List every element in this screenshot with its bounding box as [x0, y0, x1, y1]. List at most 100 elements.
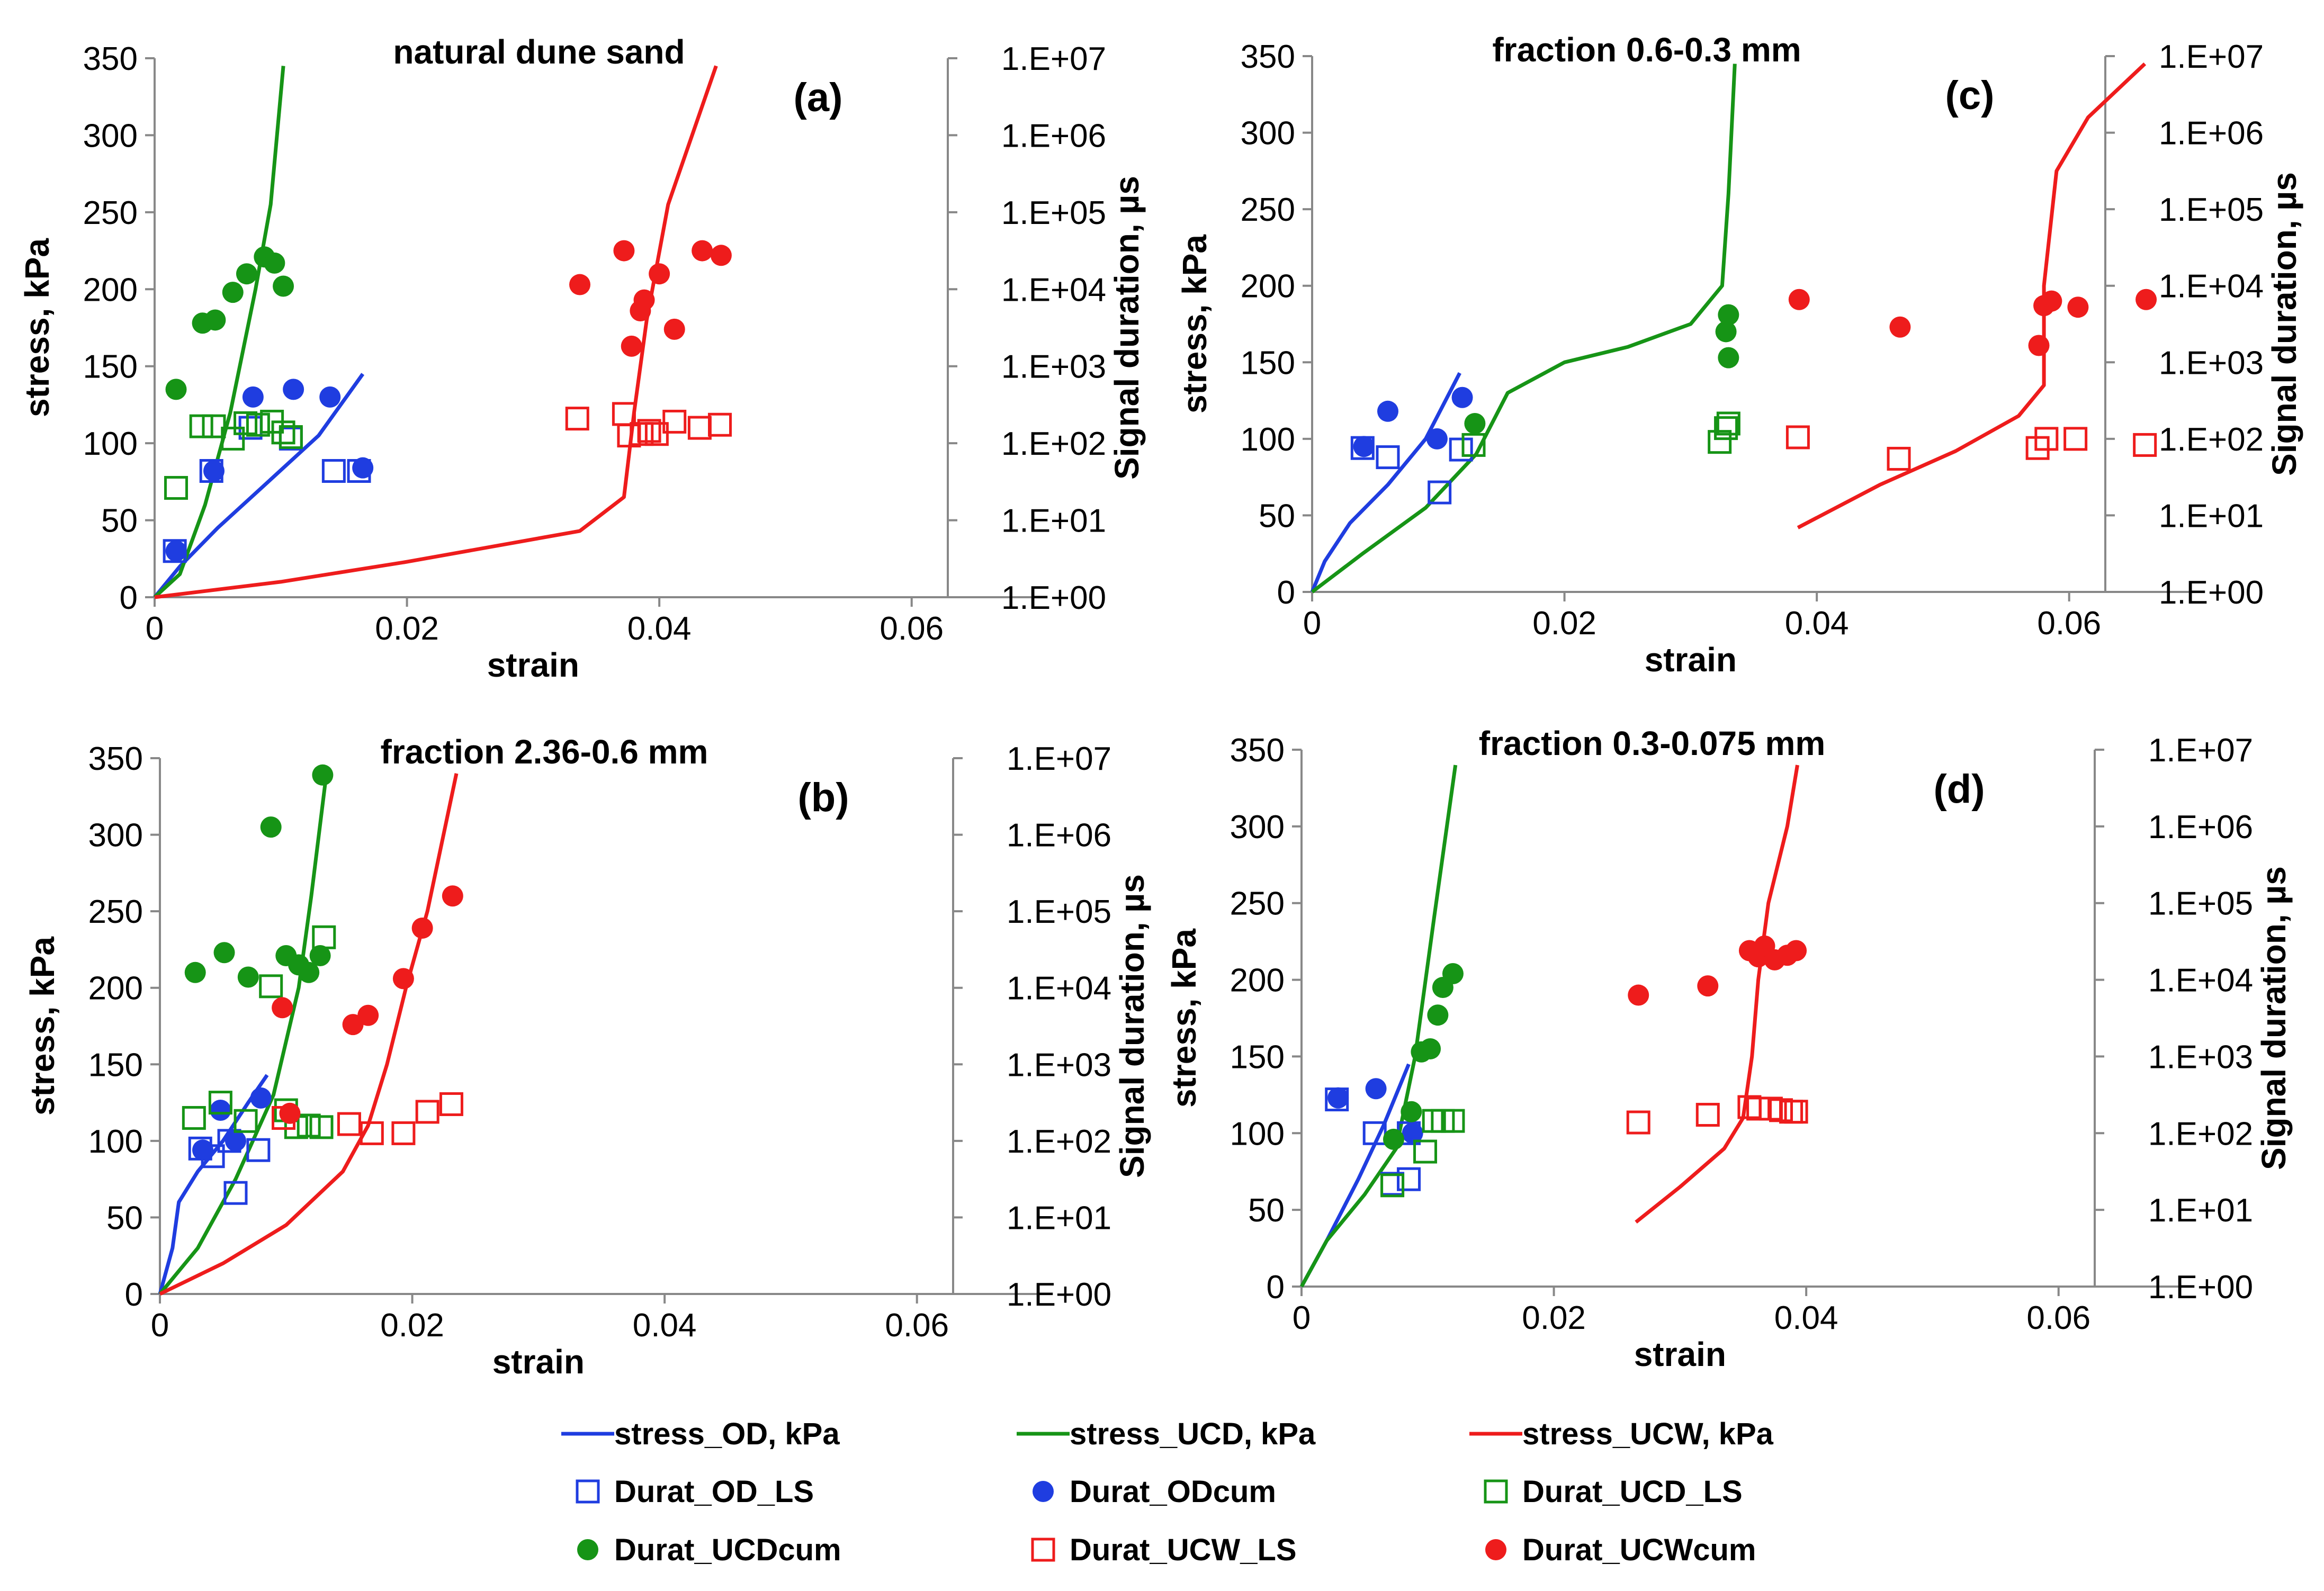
data-point-square — [1784, 1100, 1808, 1124]
y-axis-label: stress, kPa — [1165, 929, 1203, 1108]
y2-tick-label: 1.E+06 — [2159, 115, 2264, 152]
data-point-square — [337, 1112, 361, 1136]
x-tick-label: 0 — [1303, 605, 1321, 642]
y-tick-label: 350 — [83, 41, 138, 77]
data-point-dot — [2028, 335, 2050, 356]
data-point-square — [565, 407, 589, 431]
legend-swatch — [1485, 1539, 1506, 1560]
legend-item-ucwcum: Durat_UCWcum — [1485, 1533, 1756, 1567]
series-stress-ucd-kpa — [1311, 64, 1737, 594]
y-tick-label: 0 — [1277, 574, 1295, 611]
y2-tick-label: 1.E+00 — [1007, 1277, 1111, 1313]
data-point-dot — [1697, 975, 1719, 997]
data-point-dot — [264, 252, 285, 274]
y2-tick-label: 1.E+01 — [2159, 498, 2264, 534]
y2-tick-label: 1.E+07 — [1001, 41, 1106, 77]
series-line — [1310, 372, 1461, 593]
legend-label: stress_UCW, kPa — [1522, 1417, 1774, 1451]
y2-tick-label: 1.E+06 — [1007, 817, 1111, 854]
data-point-dot — [1383, 1128, 1404, 1150]
y2-tick-label: 1.E+07 — [2148, 732, 2253, 769]
series-line — [158, 1074, 269, 1295]
y-axis-label: stress, kPa — [18, 238, 56, 417]
data-point-dot — [309, 945, 331, 966]
y2-tick-label: 1.E+02 — [1001, 426, 1106, 462]
y-tick-label: 300 — [1241, 115, 1295, 152]
panel-label: (c) — [1945, 73, 1995, 118]
data-point-dot — [411, 917, 433, 939]
x-tick-label: 0.02 — [375, 610, 439, 647]
y2-tick-label: 1.E+02 — [1007, 1123, 1111, 1160]
data-point-square — [1380, 1172, 1405, 1196]
data-point-dot — [298, 961, 320, 983]
series-durat-ucwcum — [1628, 935, 1807, 1006]
y2-tick-label: 1.E+04 — [2159, 268, 2264, 305]
data-point-square — [2034, 427, 2059, 451]
y-tick-label: 250 — [1230, 886, 1285, 922]
data-point-dot — [1715, 321, 1737, 343]
y2-tick-label: 1.E+06 — [1001, 118, 1106, 154]
series-durat-ucw-ls — [272, 1092, 463, 1145]
series-durat-odcum — [192, 1087, 272, 1161]
x-tick-label: 0 — [1293, 1300, 1311, 1336]
y2-tick-label: 1.E+05 — [2159, 192, 2264, 228]
x-axis-label: strain — [487, 646, 579, 684]
series-durat-ucwcum — [569, 240, 732, 357]
y-tick-label: 100 — [83, 426, 138, 462]
y-tick-label: 100 — [1230, 1116, 1285, 1152]
x-tick-label: 0.04 — [1774, 1300, 1838, 1336]
y-tick-label: 150 — [88, 1047, 143, 1083]
data-point-square — [221, 426, 245, 451]
data-point-dot — [1365, 1078, 1387, 1100]
data-point-dot — [203, 460, 225, 482]
data-point-dot — [352, 457, 374, 479]
data-point-square — [1695, 1103, 1720, 1127]
data-point-square — [1714, 416, 1738, 441]
data-point-square — [1428, 480, 1452, 505]
y-tick-label: 150 — [83, 349, 138, 385]
y2-tick-label: 1.E+05 — [1001, 195, 1106, 231]
x-tick-label: 0.06 — [880, 610, 944, 647]
y2-tick-label: 1.E+04 — [1007, 970, 1111, 1007]
series-stress-ucd-kpa — [1299, 765, 1458, 1288]
y2-tick-label: 1.E+01 — [2148, 1192, 2253, 1229]
y-tick-label: 350 — [1241, 39, 1295, 75]
data-point-square — [321, 459, 346, 483]
y2-tick-label: 1.E+03 — [2148, 1039, 2253, 1075]
data-point-dot — [1401, 1101, 1422, 1122]
y2-tick-label: 1.E+00 — [2148, 1269, 2253, 1306]
data-point-square — [637, 419, 661, 443]
y2-tick-label: 1.E+05 — [2148, 886, 2253, 922]
data-point-dot — [213, 942, 235, 964]
data-point-square — [246, 1138, 271, 1162]
data-point-dot — [319, 386, 341, 408]
data-point-square — [1746, 1096, 1771, 1121]
series-line — [153, 66, 285, 599]
data-point-square — [1461, 433, 1486, 457]
y2-tick-label: 1.E+03 — [1007, 1047, 1111, 1083]
legend-label: Durat_UCW_LS — [1070, 1533, 1297, 1567]
data-point-dot — [710, 245, 732, 266]
legend-label: Durat_OD_LS — [614, 1475, 814, 1509]
x-tick-label: 0.04 — [627, 610, 692, 647]
series-durat-ucwcum — [272, 885, 463, 1124]
y2-tick-label: 1.E+02 — [2148, 1116, 2253, 1152]
data-point-dot — [204, 309, 226, 331]
y2-axis-label: Signal duration, µs — [1113, 874, 1151, 1178]
series-durat-odcum — [1353, 386, 1473, 457]
legend-swatch — [577, 1539, 598, 1560]
series-stress-ucw-kpa — [154, 65, 718, 599]
data-point-square — [1413, 1139, 1438, 1164]
series-stress-ucw-kpa — [159, 773, 459, 1296]
y-axis-label: stress, kPa — [1176, 235, 1214, 414]
data-point-square — [630, 422, 654, 446]
data-point-dot — [1353, 436, 1375, 457]
data-point-square — [439, 1092, 463, 1116]
panel-title: fraction 0.3-0.075 mm — [1479, 724, 1826, 762]
data-point-dot — [272, 997, 293, 1019]
y-tick-label: 50 — [101, 503, 138, 540]
y-tick-label: 100 — [1241, 421, 1295, 458]
data-point-square — [234, 411, 258, 435]
legend-swatch — [1031, 1538, 1055, 1562]
